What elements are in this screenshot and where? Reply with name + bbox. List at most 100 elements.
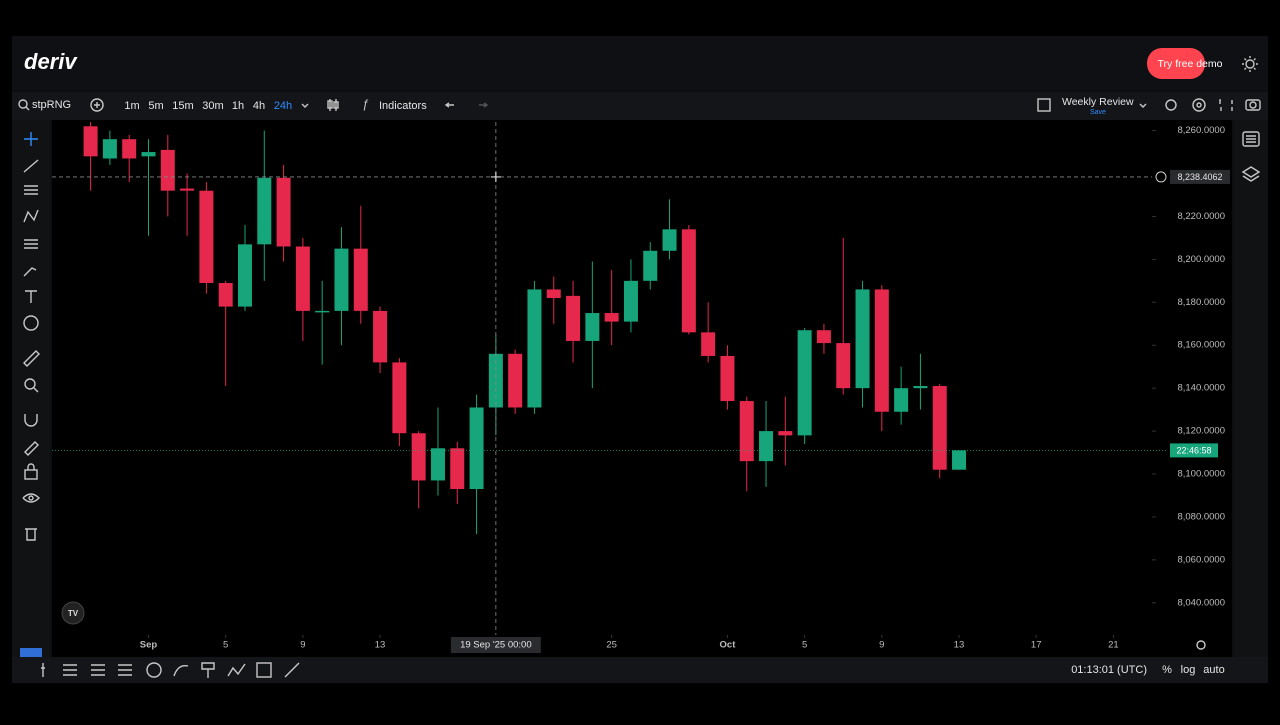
crosshair-time: 19 Sep '25 00:00	[460, 640, 532, 651]
y-tick-label: 8,180.0000	[1177, 297, 1225, 308]
y-tick-label: 8,060.0000	[1177, 554, 1225, 565]
add-icon[interactable]	[90, 98, 104, 112]
collapse-button[interactable]	[20, 648, 42, 657]
candle-body	[585, 313, 600, 341]
fx-icon[interactable]: ƒ	[362, 97, 369, 111]
x-tick-label: 21	[1108, 640, 1119, 651]
candle-body	[411, 433, 426, 481]
timeframes: 1m 5m 15m 30m 1h 4h 24h	[124, 100, 292, 112]
candle-body	[874, 289, 889, 412]
x-tick-label: 5	[802, 640, 807, 651]
checkbox[interactable]	[1037, 98, 1051, 112]
indicators[interactable]: Indicators	[379, 100, 427, 112]
candle-body	[276, 177, 291, 247]
candle-body	[623, 280, 638, 322]
countdown-box	[1170, 443, 1218, 458]
x-tick-label: 13	[954, 640, 965, 651]
demo-button-label[interactable]: Try free demo	[1158, 58, 1223, 70]
candle-body	[488, 353, 503, 408]
plot: 8,260.0000 8,220.0000 8,200.0000 8,180.0000…	[52, 122, 1230, 653]
y-tick-label: 8,100.0000	[1177, 469, 1225, 480]
candle-body	[373, 310, 388, 363]
timeframe[interactable]: 30m	[202, 100, 223, 112]
candle-body	[180, 188, 195, 191]
logo: deriv	[24, 49, 78, 74]
theme-icon[interactable]	[1242, 56, 1258, 72]
candle-body	[546, 289, 561, 299]
candle-body	[662, 229, 677, 251]
candle-body	[469, 407, 484, 490]
countdown: 22:46:58	[1176, 445, 1211, 455]
candle-body	[739, 401, 754, 462]
axis-settings[interactable]	[1196, 640, 1206, 650]
chart-type-icon[interactable]	[327, 99, 339, 111]
y-tick-label: 8,080.0000	[1177, 511, 1225, 522]
y-tick-label: 8,040.0000	[1177, 597, 1225, 608]
candle-body	[122, 139, 137, 159]
candle-body	[315, 310, 330, 313]
x-tick-label: 9	[879, 640, 884, 651]
percent-toggle[interactable]: %	[1162, 664, 1172, 676]
candle-body	[643, 250, 658, 281]
timeframe[interactable]: 24h	[274, 100, 292, 112]
candle-body	[450, 448, 465, 490]
demo-button[interactable]	[1147, 48, 1205, 79]
y-tick-label: 8,160.0000	[1177, 340, 1225, 351]
candle-body	[720, 355, 735, 402]
y-tick-label: 8,220.0000	[1177, 211, 1225, 222]
x-tick-label: Sep	[140, 640, 158, 651]
x-tick-label: 13	[375, 640, 386, 651]
template[interactable]: Weekly Review	[1062, 96, 1134, 108]
crosshair-time-box	[450, 637, 541, 653]
timeframe[interactable]: 1h	[232, 100, 244, 112]
redo[interactable]	[479, 102, 489, 108]
candle-body	[430, 448, 445, 481]
timeframe[interactable]: 1m	[124, 100, 139, 112]
candle-body	[508, 353, 523, 408]
sidebar-icons[interactable]	[1241, 131, 1261, 182]
candle-body	[295, 246, 310, 311]
candle-body	[778, 431, 793, 436]
timeframe[interactable]: 4h	[253, 100, 265, 112]
x-tick-label: 5	[223, 640, 228, 651]
x-tick-label: 25	[606, 640, 617, 651]
crosshair-add[interactable]	[1155, 171, 1167, 183]
chevron[interactable]	[301, 103, 309, 108]
candle-body	[353, 248, 368, 311]
y-tick-label: 8,200.0000	[1177, 254, 1225, 265]
toolbar-icons[interactable]	[1165, 98, 1261, 112]
toolbar	[12, 92, 1268, 120]
candle-body	[334, 248, 349, 311]
auto-toggle[interactable]: auto	[1203, 664, 1224, 676]
candle-body	[527, 289, 542, 408]
undo[interactable]	[444, 102, 454, 108]
tv-logo	[61, 601, 85, 625]
drawing-tool-icons[interactable]	[22, 132, 40, 541]
candle-body	[102, 139, 117, 159]
timeframe[interactable]: 15m	[172, 100, 193, 112]
bottom-toolbar	[12, 657, 1268, 683]
candle-body	[701, 332, 716, 356]
bottom-tool-icons[interactable]	[41, 662, 300, 678]
tv-logo-text: TV	[68, 609, 79, 618]
candle-body	[894, 388, 909, 412]
candle-body	[952, 450, 967, 470]
search-icon[interactable]	[18, 99, 30, 111]
candle-body	[932, 386, 947, 470]
x-tick-label: Oct	[720, 640, 737, 651]
candle-body	[199, 190, 214, 283]
chevron[interactable]	[1139, 103, 1147, 108]
timeframe[interactable]: 5m	[148, 100, 163, 112]
y-tick-label: 8,260.0000	[1177, 125, 1225, 136]
candle-body	[836, 343, 851, 389]
right-sidebar	[1234, 120, 1268, 657]
symbol[interactable]: stpRNG	[32, 99, 71, 111]
y-tick-label: 8,120.0000	[1177, 426, 1225, 437]
log-toggle[interactable]: log	[1181, 664, 1196, 676]
crosshair-price-box	[1170, 169, 1230, 184]
candle-body	[218, 282, 233, 307]
candle-body	[160, 149, 175, 191]
template-save[interactable]: Save	[1090, 109, 1106, 116]
